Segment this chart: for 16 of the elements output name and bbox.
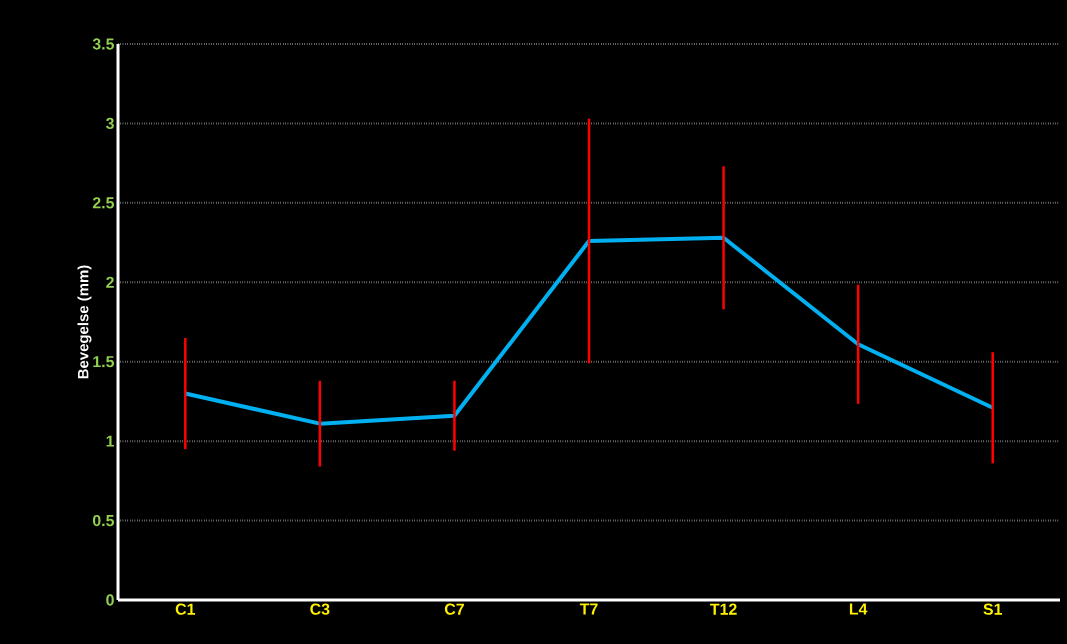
- y-tick-label: 0.5: [92, 514, 115, 527]
- x-tick-label: C1: [175, 603, 196, 615]
- y-tick-label: 2.5: [92, 197, 115, 209]
- y-tick-label: 1: [106, 435, 115, 447]
- y-tick-label: 1.5: [93, 356, 115, 368]
- y-tick-label: 0: [106, 594, 114, 606]
- x-tick-label: T7: [579, 603, 598, 615]
- y-tick-label: 3.5: [92, 38, 115, 50]
- x-tick-label: T12: [710, 603, 737, 615]
- x-tick-label: S1: [983, 603, 1003, 615]
- x-tick-label: C3: [310, 603, 330, 615]
- y-tick-label: 2: [106, 276, 114, 288]
- y-axis-title: Bevegelse (mm): [77, 265, 92, 379]
- x-tick-label: C7: [444, 603, 464, 615]
- y-tick-label: 3: [105, 117, 114, 130]
- x-tick-label: L4: [849, 603, 868, 615]
